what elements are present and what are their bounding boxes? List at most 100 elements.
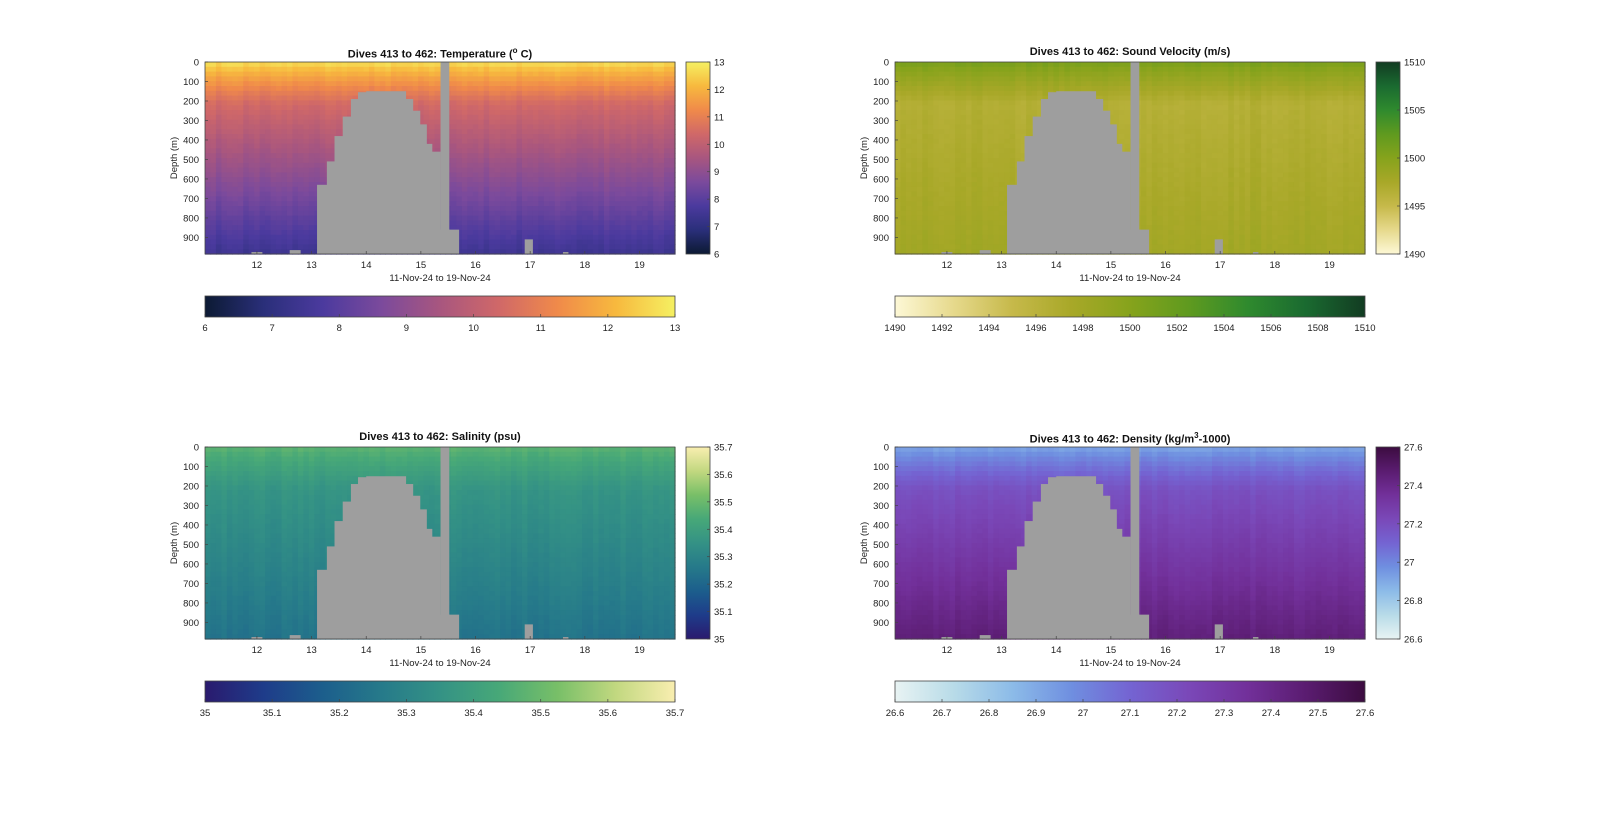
y-tick-label: 100 (873, 462, 889, 473)
y-tick-label: 900 (873, 233, 889, 244)
colorbar-vertical (685, 61, 711, 255)
chart-title: Dives 413 to 462: Sound Velocity (m/s) (1030, 46, 1231, 58)
axes-frame (204, 446, 676, 640)
x-tick-label: 16 (470, 260, 481, 271)
colorbar-h-tick-label: 1496 (1025, 323, 1046, 334)
x-tick-label: 12 (942, 260, 953, 271)
x-tick-label: 14 (1051, 260, 1062, 271)
x-tick-label: 14 (361, 260, 372, 271)
colorbar-tick-label: 6 (714, 250, 719, 261)
colorbar-h-tick-label: 1506 (1260, 323, 1281, 334)
colorbar-h-tick-label: 26.7 (933, 708, 952, 719)
colorbar-tick-label: 35.2 (714, 580, 733, 591)
y-tick-label: 0 (884, 58, 889, 69)
x-tick-label: 13 (996, 645, 1007, 656)
colorbar-tick-label: 1510 (1404, 58, 1425, 69)
x-tick-label: 12 (942, 645, 953, 656)
x-tick-label: 19 (634, 645, 645, 656)
heatmap-svg: 0 100 200 300 400 500 600 700 800 900 12 13 14 15 16 17… (169, 58, 725, 335)
y-tick-label: 600 (873, 174, 889, 185)
x-tick-label: 14 (361, 645, 372, 656)
y-tick-label: 500 (183, 155, 199, 166)
y-tick-label: 600 (183, 559, 199, 570)
colorbar-horizontal (894, 680, 1366, 703)
title-superscript: o (512, 46, 518, 55)
x-tick-label: 15 (1106, 645, 1117, 656)
colorbar-h-tick-label: 27.3 (1215, 708, 1234, 719)
colorbar-tick-label: 27.2 (1404, 519, 1423, 530)
x-tick-label: 12 (252, 645, 263, 656)
y-tick-label: 200 (873, 481, 889, 492)
x-tick-label: 16 (470, 645, 481, 656)
colorbar-h-tick-label: 1494 (978, 323, 999, 334)
panel-sound_velocity: Dives 413 to 462: Sound Velocity (m/s) 0 1… (690, 40, 1470, 440)
x-tick-label: 18 (1270, 260, 1281, 271)
colorbar-tick-label: 35.4 (714, 525, 733, 536)
heatmap-svg: 0 100 200 300 400 500 600 700 800 900 12 13 14 15 16 17… (169, 443, 733, 720)
heatmap-cells (205, 447, 676, 640)
colorbar-h-tick-label: 9 (404, 323, 409, 334)
colorbar-horizontal (894, 295, 1366, 318)
y-tick-label: 800 (183, 598, 199, 609)
colorbar-h-tick-label: 26.8 (980, 708, 999, 719)
y-tick-label: 100 (873, 77, 889, 88)
colorbar-vertical (1375, 61, 1401, 255)
y-tick-label: 500 (183, 540, 199, 551)
title-text-suffix: C) (517, 48, 533, 61)
y-tick-label: 100 (183, 77, 199, 88)
axes-frame (204, 61, 676, 255)
x-axis-label: 11-Nov-24 to 19-Nov-24 (1079, 658, 1180, 669)
colorbar-h-tick-label: 11 (536, 323, 546, 334)
colorbar-tick-label: 35.1 (714, 607, 733, 618)
x-tick-label: 15 (416, 260, 427, 271)
y-tick-label: 800 (873, 598, 889, 609)
colorbar-h-tick-label: 12 (603, 323, 614, 334)
no-data-region (941, 447, 1259, 639)
y-tick-label: 900 (183, 233, 199, 244)
panel-density: Dives 413 to 462: Density (kg/m3-1000) 0 1… (690, 425, 1470, 825)
colorbar-h-tick-label: 35.1 (263, 708, 282, 719)
colorbar-tick-label: 35.6 (714, 470, 733, 481)
chart-title: Dives 413 to 462: Temperature (o C) (348, 46, 532, 61)
panel-salinity: Dives 413 to 462: Salinity (psu) 0 100 200 3… (0, 425, 780, 825)
x-tick-label: 13 (996, 260, 1007, 271)
colorbar-tick-label: 13 (714, 58, 725, 69)
x-tick-label: 19 (634, 260, 645, 271)
colorbar-tick-label: 35.5 (714, 497, 733, 508)
x-tick-label: 17 (525, 645, 536, 656)
colorbar-h-tick-label: 1510 (1354, 323, 1375, 334)
colorbar-h-tick-label: 6 (202, 323, 207, 334)
colorbar-tick-label: 1500 (1404, 154, 1425, 165)
y-tick-label: 200 (183, 96, 199, 107)
x-tick-label: 17 (1215, 645, 1226, 656)
y-tick-label: 700 (873, 194, 889, 205)
y-tick-label: 800 (873, 213, 889, 224)
y-tick-label: 600 (873, 559, 889, 570)
colorbar-h-tick-label: 35.6 (599, 708, 618, 719)
colorbar-tick-label: 7 (714, 222, 719, 233)
y-tick-label: 300 (873, 116, 889, 127)
y-tick-label: 700 (873, 579, 889, 590)
panel-temperature: Dives 413 to 462: Temperature (o C) 0 100 2… (0, 40, 780, 440)
colorbar-tick-label: 9 (714, 167, 719, 178)
colorbar-tick-label: 10 (714, 140, 725, 151)
colorbar-h-tick-label: 1504 (1213, 323, 1234, 334)
colorbar-h-tick-label: 1508 (1307, 323, 1328, 334)
colorbar-tick-label: 27 (1404, 558, 1415, 569)
colorbar-h-tick-label: 27.5 (1309, 708, 1328, 719)
title-text: Dives 413 to 462: Temperature ( (347, 48, 513, 61)
colorbar-h-tick-label: 35.3 (397, 708, 416, 719)
colorbar-h-tick-label: 1500 (1119, 323, 1140, 334)
x-tick-label: 15 (416, 645, 427, 656)
colorbar-h-tick-label: 27.4 (1262, 708, 1281, 719)
axes-frame (894, 446, 1366, 640)
title-text: Dives 413 to 462: Density (kg/m (1029, 433, 1195, 446)
colorbar-tick-label: 27.4 (1404, 481, 1423, 492)
colorbar-h-tick-label: 27.6 (1356, 708, 1375, 719)
colorbar-tick-label: 1490 (1404, 250, 1425, 261)
colorbar-h-tick-label: 1502 (1166, 323, 1187, 334)
y-tick-label: 200 (873, 96, 889, 107)
colorbar-tick-label: 26.6 (1404, 635, 1423, 646)
x-tick-label: 13 (306, 645, 317, 656)
y-tick-label: 400 (873, 135, 889, 146)
